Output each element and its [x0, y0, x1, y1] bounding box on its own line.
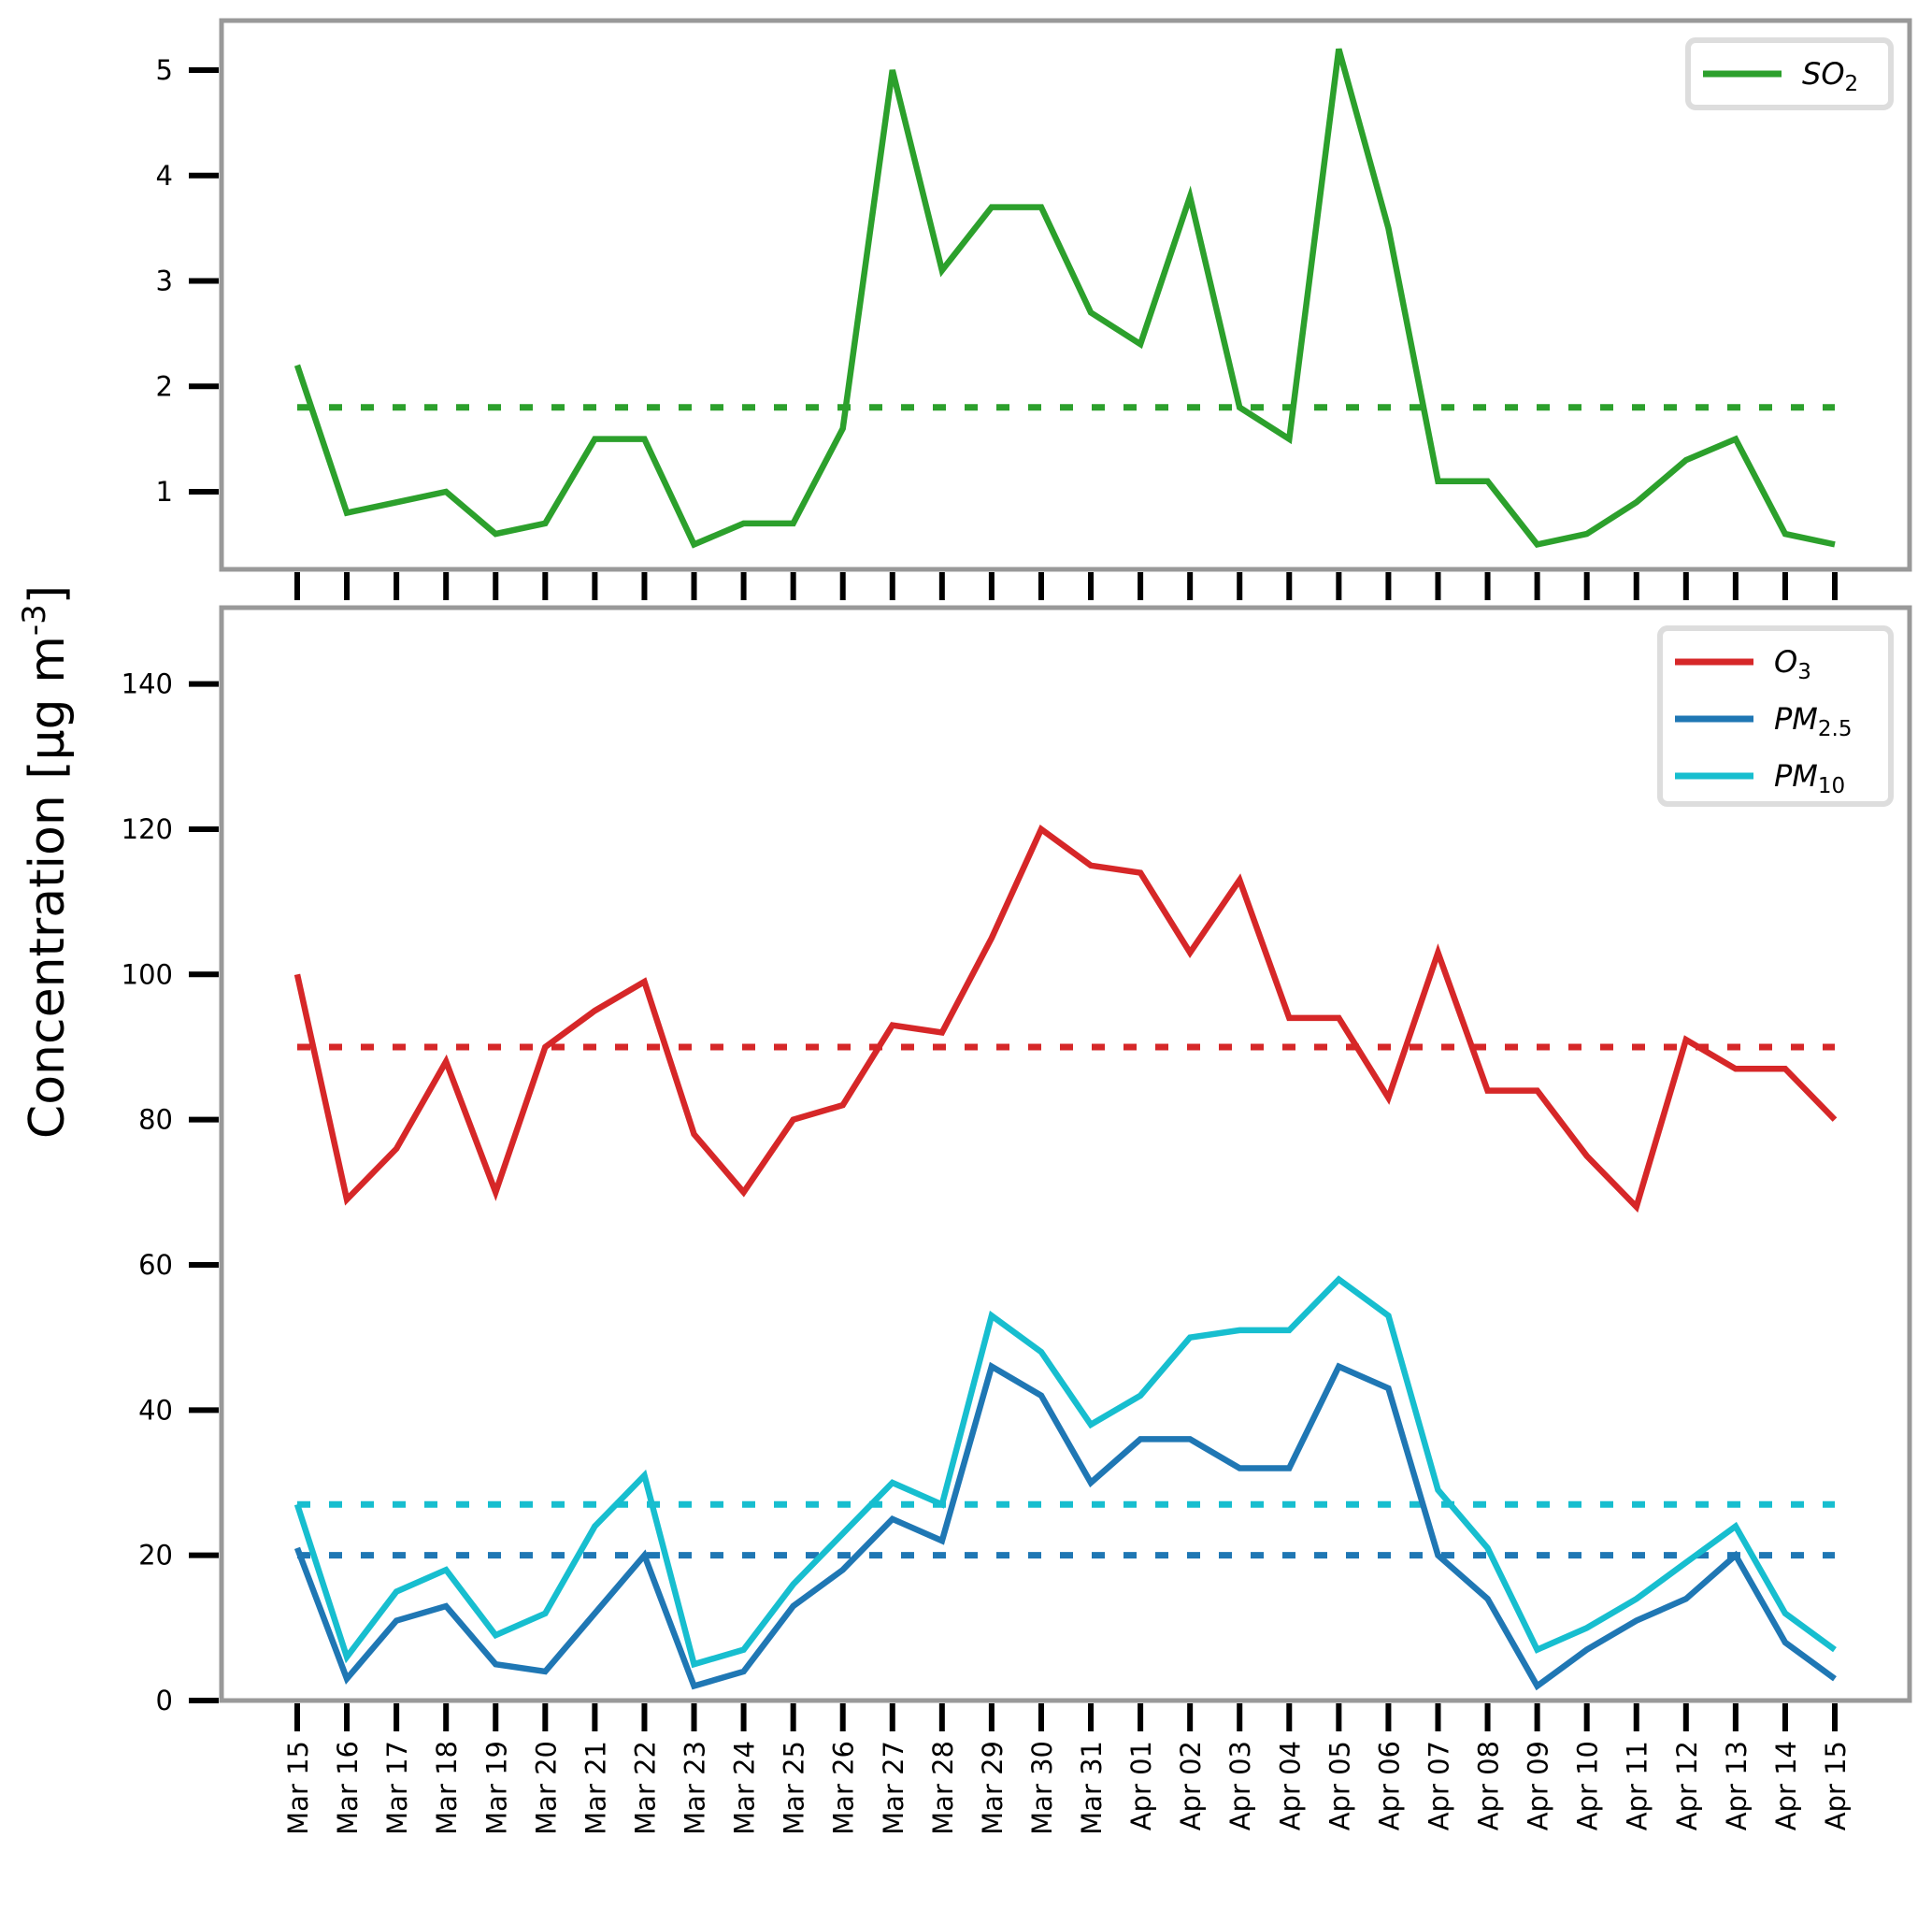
x-tick-label: Mar 26 [828, 1741, 860, 1835]
x-tick-label: Apr 05 [1324, 1741, 1355, 1830]
y-tick-label: 100 [122, 958, 173, 990]
x-tick-label: Mar 23 [680, 1741, 711, 1835]
y-tick-label: 4 [156, 160, 173, 192]
x-tick-label: Apr 12 [1671, 1741, 1703, 1830]
x-tick-label: Apr 03 [1224, 1741, 1256, 1830]
x-tick-label: Mar 25 [779, 1741, 810, 1835]
x-tick-label: Mar 30 [1026, 1741, 1058, 1835]
so2-panel: 1 2 3 4 5 SO2 [156, 21, 1910, 600]
y-axis-label-end: ] [20, 585, 76, 604]
y-tick-label: 140 [122, 668, 173, 700]
x-tick-label: Apr 13 [1721, 1741, 1753, 1830]
x-tick-label: Mar 21 [580, 1741, 611, 1835]
x-tick-label: Mar 27 [878, 1741, 909, 1835]
x-tick-label: Mar 20 [530, 1741, 562, 1835]
y-tick-label: 5 [156, 54, 173, 86]
x-tick-label: Apr 15 [1820, 1741, 1852, 1830]
y-axis-label-sup: -3 [16, 604, 53, 636]
y-tick-label: 3 [156, 266, 173, 297]
y-tick-label: 120 [122, 813, 173, 845]
y-tick-label: 80 [138, 1104, 173, 1136]
x-tick-label: Apr 07 [1423, 1741, 1454, 1830]
x-tick-label: Apr 09 [1523, 1741, 1554, 1830]
x-tick-label: Mar 24 [729, 1741, 761, 1835]
x-tick-label: Mar 29 [977, 1741, 1009, 1835]
x-tick-label: Mar 19 [480, 1741, 512, 1835]
x-tick-label: Mar 16 [332, 1741, 364, 1835]
x-tick-label: Apr 11 [1622, 1741, 1653, 1830]
x-tick-label: Mar 28 [927, 1741, 959, 1835]
y-tick-label: 2 [156, 370, 173, 402]
y-tick-label: 0 [156, 1685, 173, 1716]
x-tick-label: Apr 14 [1770, 1741, 1802, 1830]
x-tick-label: Apr 04 [1274, 1741, 1306, 1830]
x-axis: Mar 15 Mar 16 Mar 17 Mar 18 Mar 19 Mar 20 Mar … [282, 1741, 1852, 1835]
x-tick-label: Mar 22 [629, 1741, 661, 1835]
y-tick-label: 60 [138, 1249, 173, 1281]
y-axis-label: Concentration [μg m-3] [16, 585, 76, 1139]
x-tick-label: Mar 17 [381, 1741, 413, 1835]
y-axis-label-main: Concentration [μg m [20, 636, 76, 1139]
x-tick-label: Apr 10 [1572, 1741, 1604, 1830]
x-tick-label: Apr 01 [1125, 1741, 1157, 1830]
y-tick-label: 20 [138, 1540, 173, 1572]
x-tick-label: Apr 02 [1175, 1741, 1207, 1830]
x-tick-label: Mar 18 [431, 1741, 463, 1835]
plot-frame [222, 608, 1910, 1701]
legend: SO2 [1688, 40, 1891, 108]
y-tick-label: 40 [138, 1394, 173, 1426]
x-tick-label: Mar 15 [282, 1741, 314, 1835]
x-tick-label: Apr 08 [1473, 1741, 1505, 1830]
x-tick-label: Apr 06 [1373, 1741, 1405, 1830]
y-tick-label: 1 [156, 476, 173, 508]
x-tick-label: Mar 31 [1076, 1741, 1108, 1835]
